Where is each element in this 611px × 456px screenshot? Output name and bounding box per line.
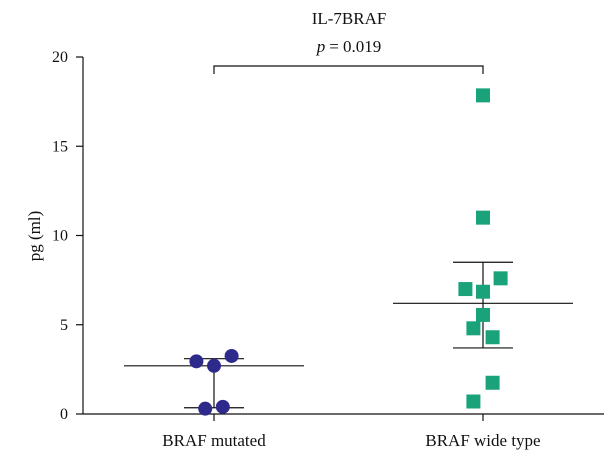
data-point [198, 401, 213, 416]
data-point [207, 358, 221, 373]
data-point [476, 88, 490, 103]
chart-title: IL-7BRAF [312, 9, 387, 28]
data-point [493, 271, 508, 286]
data-point [485, 330, 500, 345]
y-axis-label: pg (ml) [25, 211, 44, 262]
data-point [476, 210, 490, 225]
p-value-label: p = 0.019 [316, 37, 382, 56]
data-point [189, 354, 204, 369]
y-tick-label: 5 [60, 317, 68, 334]
significance-bracket [213, 65, 484, 74]
data-point [476, 307, 490, 322]
x-tick-label: BRAF wide type [425, 431, 540, 450]
y-tick-label: 0 [60, 406, 68, 423]
x-tick-label: BRAF mutated [162, 431, 266, 450]
data-point [215, 399, 230, 414]
p-value: = 0.019 [329, 37, 381, 56]
data-point [466, 321, 481, 336]
y-tick-label: 20 [52, 49, 68, 66]
data-point [476, 284, 490, 299]
y-tick-label: 10 [52, 228, 68, 245]
y-tick-label: 15 [52, 138, 68, 155]
p-symbol: p [316, 37, 326, 56]
plot-marks [124, 88, 573, 416]
data-point [466, 394, 481, 409]
axes: 0 5 10 15 20 BRAF mutated BRAF wide type [52, 49, 604, 450]
data-point [458, 282, 473, 297]
data-point [224, 348, 239, 363]
data-point [485, 375, 500, 390]
